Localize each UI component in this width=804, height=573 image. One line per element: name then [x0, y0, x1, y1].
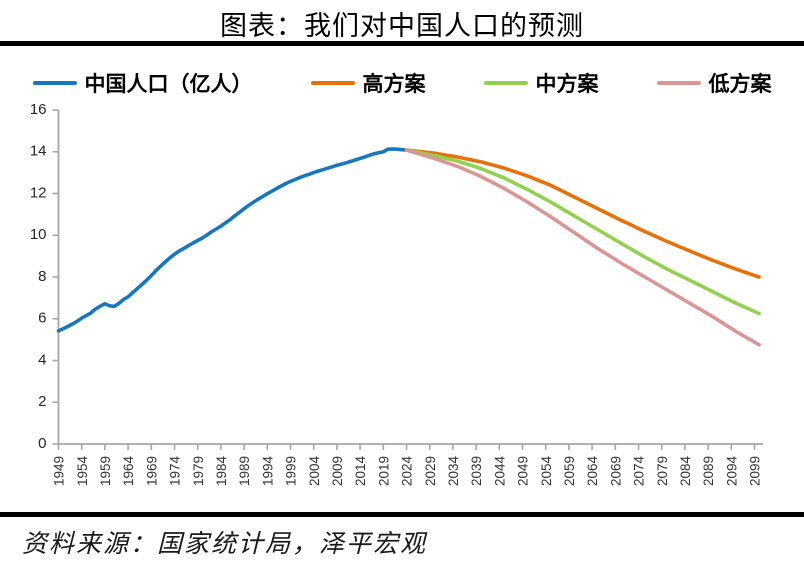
- x-tick-label: 1969: [144, 456, 159, 486]
- legend-item-4: 低方案: [656, 68, 772, 98]
- population-line-chart: 0 2 4 6 8 10 12 14 16 1949 1954 1959 1964 1969 1974 197…: [30, 101, 763, 487]
- y-tick-label: 2: [38, 393, 46, 410]
- x-tick-label: 2084: [678, 456, 693, 487]
- y-tick-label: 6: [38, 310, 46, 327]
- legend-label: 高方案: [362, 72, 426, 96]
- x-tick-label: 1984: [214, 456, 229, 487]
- x-tick-label: 2059: [562, 456, 577, 486]
- x-tick-label: 2009: [330, 456, 345, 486]
- x-tick-label: 2064: [585, 456, 600, 487]
- top-divider-rule: [0, 41, 804, 46]
- legend-label: 中国人口（亿人）: [84, 72, 253, 96]
- x-tick-label: 1954: [75, 456, 90, 487]
- series-line-history: [56, 147, 409, 333]
- legend-line-swatch: [483, 81, 528, 85]
- y-tick-label: 0: [38, 435, 46, 452]
- x-tick-label: 2054: [539, 456, 554, 487]
- legend-label: 中方案: [535, 72, 599, 96]
- y-tick-label: 12: [30, 184, 47, 201]
- legend-label: 低方案: [708, 72, 772, 96]
- x-tick-label: 1989: [237, 456, 252, 486]
- legend-line-swatch: [656, 81, 701, 85]
- x-tick-label: 1974: [168, 456, 183, 487]
- x-tick-label: 2034: [446, 456, 461, 487]
- series-line-high: [404, 148, 761, 279]
- x-tick-label: 2044: [492, 456, 507, 487]
- x-tick-label: 2019: [376, 456, 391, 486]
- x-tick-label: 2089: [701, 456, 716, 486]
- y-tick-label: 8: [38, 268, 46, 285]
- legend-item-3: 中方案: [483, 68, 599, 98]
- bottom-divider-rule: [0, 512, 804, 517]
- x-tick-label: 1999: [284, 456, 299, 486]
- y-tick-label: 10: [30, 226, 47, 243]
- chart-legend: 中国人口（亿人） 高方案 中方案 低方案: [0, 68, 804, 98]
- x-tick-label: 2014: [353, 456, 368, 487]
- legend-item-1: 中国人口（亿人）: [32, 68, 253, 98]
- legend-line-swatch: [310, 81, 355, 85]
- x-tick-label: 2024: [400, 456, 415, 487]
- x-tick-label: 1959: [98, 456, 113, 486]
- legend-line-swatch: [32, 81, 77, 85]
- x-tick-label: 1994: [260, 456, 275, 487]
- x-tick-label: 2074: [632, 456, 647, 487]
- x-tick-label: 1949: [52, 456, 67, 486]
- series-line-low: [404, 148, 761, 347]
- x-tick-label: 2049: [516, 456, 531, 486]
- x-tick-label: 2004: [307, 456, 322, 487]
- x-tick-label: 1964: [121, 456, 136, 487]
- y-tick-label: 16: [30, 101, 47, 118]
- series-line-medium: [404, 148, 761, 316]
- x-tick-label: 2039: [469, 456, 484, 486]
- x-tick-label: 2094: [724, 456, 739, 487]
- chart-title: 图表：我们对中国人口的预测: [220, 11, 584, 41]
- legend-item-2: 高方案: [310, 68, 426, 98]
- x-tick-label: 2069: [608, 456, 623, 486]
- x-tick-label: 2099: [748, 456, 763, 486]
- x-tick-label: 2079: [655, 456, 670, 486]
- x-tick-label: 1979: [191, 456, 206, 486]
- source-note: 资料来源：国家统计局，泽平宏观: [22, 531, 428, 558]
- x-tick-label: 2029: [423, 456, 438, 486]
- y-tick-label: 14: [30, 143, 47, 160]
- y-tick-label: 4: [38, 351, 46, 368]
